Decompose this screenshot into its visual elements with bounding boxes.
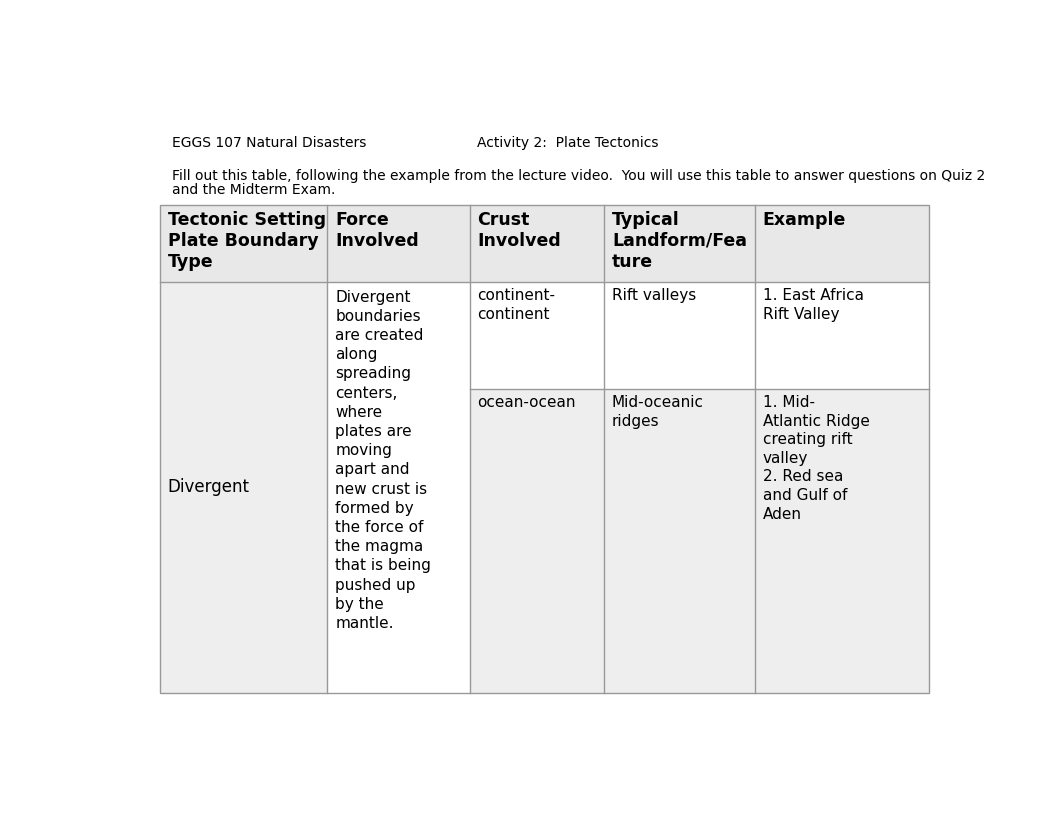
Bar xyxy=(469,389,604,693)
Text: Rift valleys: Rift valleys xyxy=(612,288,697,303)
Text: Example: Example xyxy=(763,211,846,229)
Text: Divergent: Divergent xyxy=(168,478,250,496)
Bar xyxy=(160,205,928,693)
Text: Crust
Involved: Crust Involved xyxy=(478,211,561,250)
Text: Typical
Landform/Fea
ture: Typical Landform/Fea ture xyxy=(612,211,747,270)
Text: Divergent
boundaries
are created
along
spreading
centers,
where
plates are
movin: Divergent boundaries are created along s… xyxy=(336,289,431,631)
Text: 1. East Africa
Rift Valley: 1. East Africa Rift Valley xyxy=(763,288,863,321)
Bar xyxy=(604,282,755,389)
Text: and the Midterm Exam.: and the Midterm Exam. xyxy=(171,183,335,197)
Bar xyxy=(604,389,755,693)
Bar xyxy=(327,282,469,693)
Text: Activity 2:  Plate Tectonics: Activity 2: Plate Tectonics xyxy=(477,136,658,150)
Bar xyxy=(160,282,327,693)
Text: Force
Involved: Force Involved xyxy=(336,211,419,250)
Bar xyxy=(160,205,928,282)
Bar xyxy=(755,282,928,389)
Text: EGGS 107 Natural Disasters: EGGS 107 Natural Disasters xyxy=(171,136,366,150)
Text: Mid-oceanic
ridges: Mid-oceanic ridges xyxy=(612,395,704,428)
Text: continent-
continent: continent- continent xyxy=(478,288,555,321)
Bar xyxy=(755,389,928,693)
Text: ocean-ocean: ocean-ocean xyxy=(478,395,576,410)
Bar xyxy=(469,282,604,389)
Text: Tectonic Setting
Plate Boundary
Type: Tectonic Setting Plate Boundary Type xyxy=(168,211,326,270)
Text: Fill out this table, following the example from the lecture video.  You will use: Fill out this table, following the examp… xyxy=(171,169,984,183)
Text: 1. Mid-
Atlantic Ridge
creating rift
valley
2. Red sea
and Gulf of
Aden: 1. Mid- Atlantic Ridge creating rift val… xyxy=(763,395,870,522)
